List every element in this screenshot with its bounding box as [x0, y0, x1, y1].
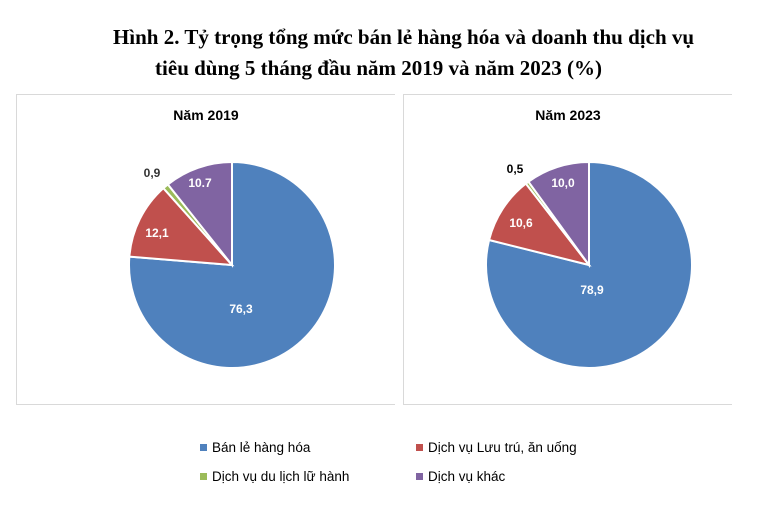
pie-slice	[166, 160, 233, 268]
legend-label: Dịch vụ du lịch lữ hành	[212, 469, 350, 484]
legend-swatch-accommodation	[416, 444, 423, 451]
data-label: 10.7	[188, 176, 212, 190]
data-label: 0,9	[144, 166, 161, 180]
data-label: 76,3	[229, 302, 253, 316]
data-label: 78,9	[580, 283, 604, 297]
legend-item-accommodation: Dịch vụ Lưu trú, ăn uống	[416, 440, 577, 455]
pie-slice	[485, 160, 693, 369]
legend-label: Dịch vụ khác	[428, 469, 506, 484]
pie-slice	[128, 160, 336, 369]
legend-label: Dịch vụ Lưu trú, ăn uống	[428, 440, 577, 455]
legend-label: Bán lẻ hàng hóa	[212, 440, 311, 455]
legend-item-travel: Dịch vụ du lịch lữ hành	[200, 469, 349, 484]
chart-panel-2019: Năm 2019	[16, 94, 395, 405]
pie-slice	[487, 182, 592, 267]
pie-chart-2023: 78,9 10,6 0,5 10,0	[485, 160, 693, 369]
data-label: 10,0	[551, 176, 575, 190]
chart-panel-2023: Năm 2023	[403, 94, 732, 405]
legend-item-retail: Bán lẻ hàng hóa	[200, 440, 310, 455]
pie-slice	[128, 186, 235, 267]
chart-title-2019: Năm 2019	[173, 107, 239, 123]
legend-item-other: Dịch vụ khác	[416, 469, 505, 484]
data-label: 0,5	[507, 162, 524, 176]
chart-title-2023: Năm 2023	[535, 107, 601, 123]
figure-title: Hình 2. Tỷ trọng tổng mức bán lẻ hàng hó…	[0, 22, 757, 84]
data-label: 10,6	[509, 216, 533, 230]
figure-title-line-2: tiêu dùng 5 tháng đầu năm 2019 và năm 20…	[155, 56, 602, 80]
legend-swatch-retail	[200, 444, 207, 451]
legend-swatch-travel	[200, 473, 207, 480]
pie-slice	[527, 160, 590, 269]
pie-chart-2019: 76,3 12,1 0,9 10.7	[128, 160, 336, 369]
legend: Bán lẻ hàng hóa Dịch vụ Lưu trú, ăn uống…	[0, 435, 757, 495]
data-label: 12,1	[145, 226, 169, 240]
legend-swatch-other	[416, 473, 423, 480]
figure-title-line-1: Hình 2. Tỷ trọng tổng mức bán lẻ hàng hó…	[112, 25, 695, 49]
